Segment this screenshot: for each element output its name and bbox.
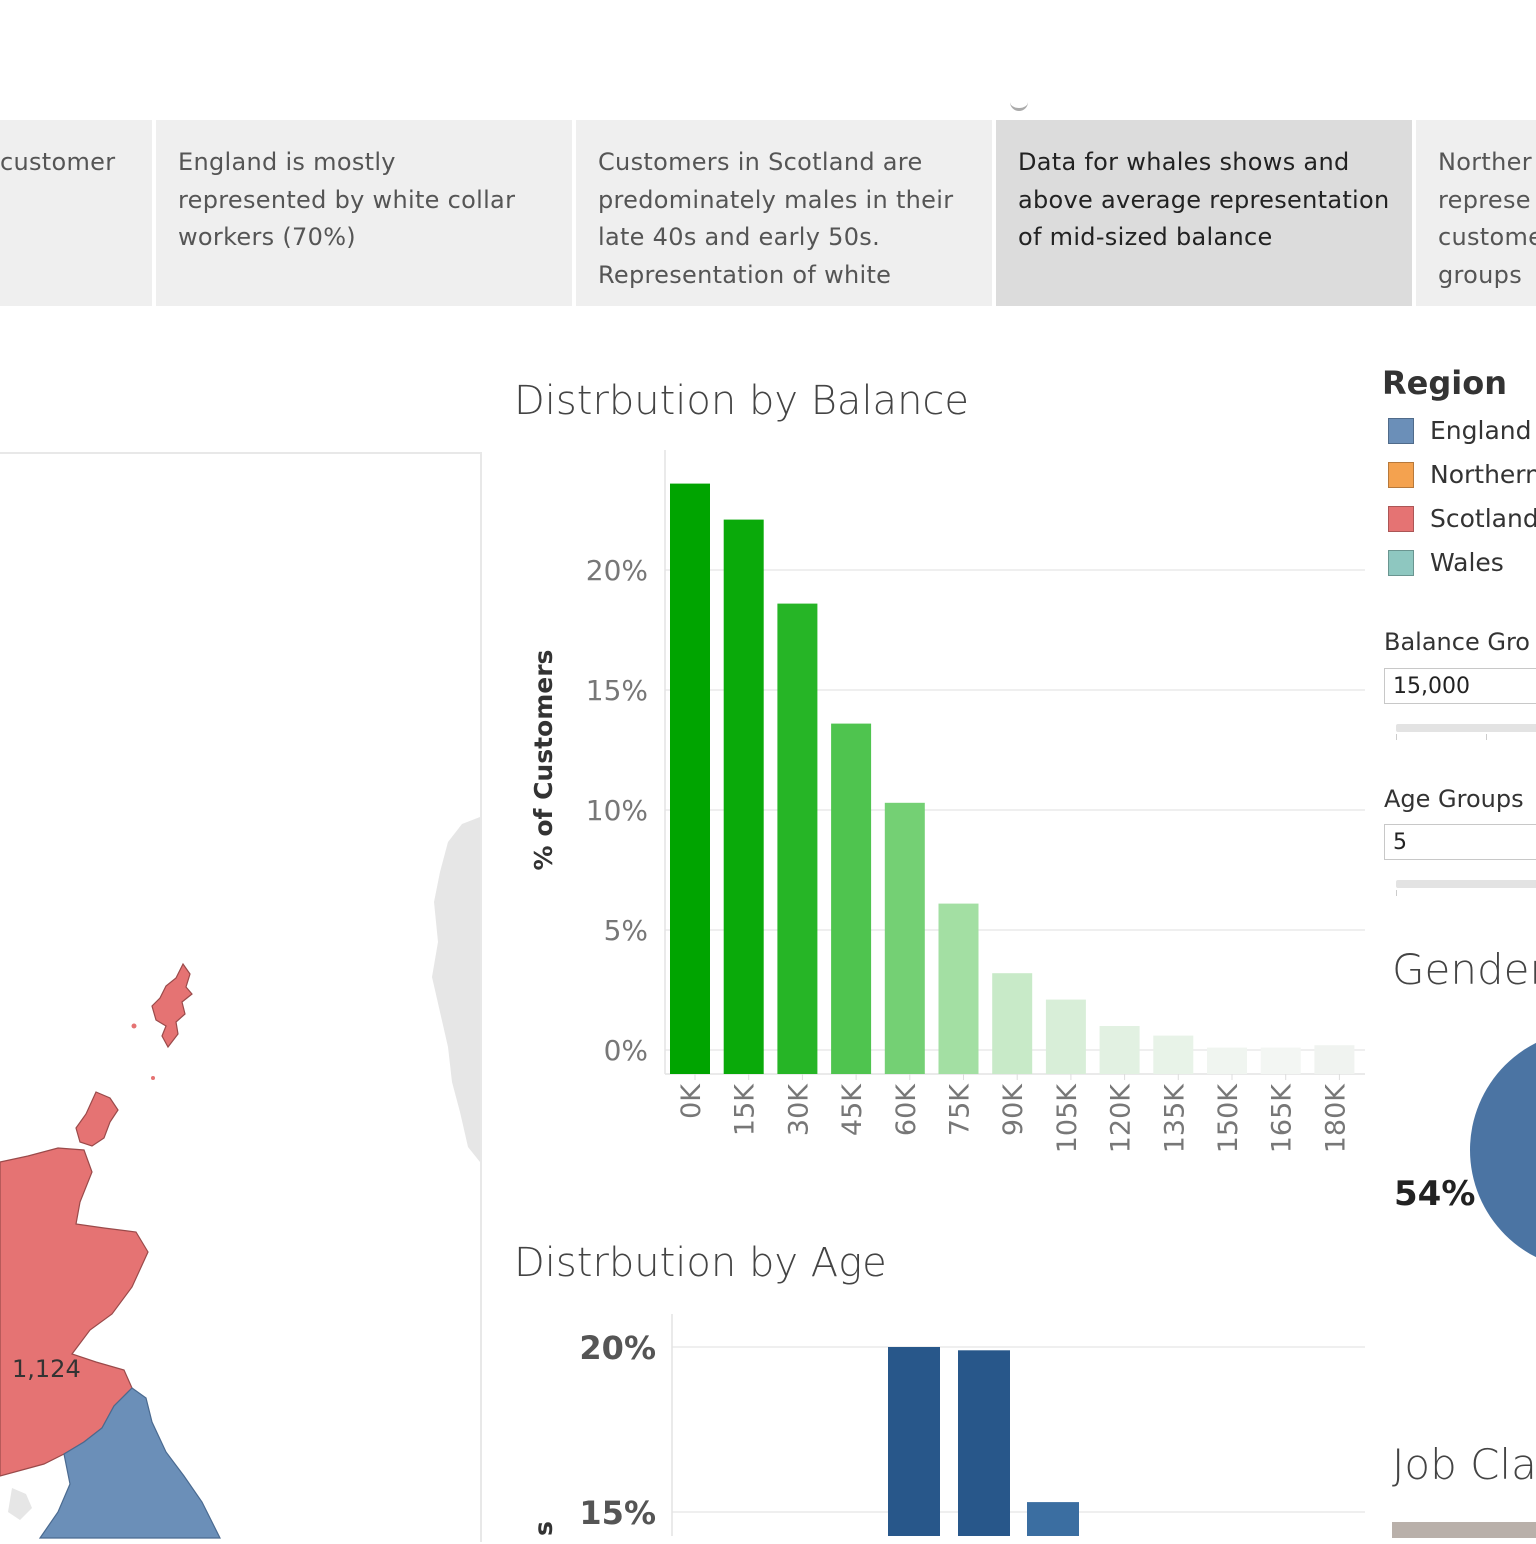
- balance-y-tick: 0%: [604, 1034, 648, 1067]
- balance-bar-60K[interactable]: [884, 802, 925, 1074]
- northern-ireland-edge: [8, 1488, 32, 1520]
- pie-slice-54[interactable]: [1470, 1030, 1536, 1270]
- story-point-3[interactable]: Customers in Scotland are predominately …: [576, 120, 992, 306]
- job-class-bar[interactable]: [1392, 1522, 1536, 1538]
- balance-x-tick: 150K: [1213, 1083, 1244, 1154]
- pie-percent-label: 54%: [1394, 1174, 1476, 1214]
- balance-y-tick: 20%: [586, 554, 648, 587]
- story-point-4-active[interactable]: Data for whales shows and above average …: [996, 120, 1412, 306]
- orkney-islands: [75, 1091, 119, 1147]
- slider-tick: [1396, 734, 1397, 740]
- story-point-5[interactable]: Norther represe custome groups: [1416, 120, 1536, 306]
- balance-bar-180K[interactable]: [1314, 1045, 1355, 1074]
- age-group-slider[interactable]: [1396, 880, 1536, 896]
- story-point-text: Norther represe custome groups: [1438, 148, 1536, 289]
- scotland-count-label: 1,124: [12, 1355, 81, 1383]
- story-point-text: England is mostly represented by white c…: [178, 148, 516, 251]
- balance-bar-105K[interactable]: [1045, 999, 1086, 1074]
- balance-y-tick: 10%: [586, 794, 648, 827]
- age-y-tick: 20%: [579, 1329, 656, 1367]
- balance-x-tick: 60K: [891, 1083, 922, 1136]
- island-dot: [131, 1023, 137, 1029]
- balance-x-tick: 15K: [730, 1083, 761, 1136]
- norway-landmass: [432, 817, 480, 1162]
- legend-label: Scotland: [1430, 504, 1536, 533]
- balance-bar-150K[interactable]: [1207, 1047, 1247, 1074]
- balance-x-tick: 75K: [945, 1083, 976, 1136]
- balance-x-tick: 30K: [783, 1083, 814, 1136]
- age-bar[interactable]: [1027, 1502, 1079, 1536]
- balance-bar-30K[interactable]: [777, 603, 818, 1074]
- legend-swatch: [1388, 462, 1414, 488]
- job-class-title: Job Cla: [1392, 1440, 1536, 1489]
- region-map[interactable]: 1,124: [0, 452, 482, 1542]
- age-chart-title: Distrbution by Age: [514, 1240, 887, 1286]
- balance-bar-120K[interactable]: [1099, 1026, 1140, 1074]
- balance-bar-45K[interactable]: [831, 723, 872, 1074]
- balance-x-tick: 0K: [676, 1083, 707, 1119]
- legend-label: England: [1430, 416, 1532, 445]
- balance-bar-0K[interactable]: [670, 483, 710, 1075]
- balance-x-tick: 120K: [1106, 1083, 1137, 1154]
- balance-group-slider[interactable]: [1396, 724, 1536, 740]
- age-group-label: Age Groups: [1384, 785, 1524, 813]
- story-point-text: Data for whales shows and above average …: [1018, 148, 1390, 251]
- map-canvas[interactable]: 1,124: [0, 454, 482, 1544]
- legend-swatch: [1388, 418, 1414, 444]
- balance-y-axis-label: % of Customers: [529, 650, 558, 871]
- age-bar[interactable]: [958, 1350, 1010, 1536]
- balance-group-label: Balance Gro: [1384, 628, 1530, 656]
- balance-y-tick: 5%: [604, 914, 648, 947]
- balance-bar-135K[interactable]: [1153, 1035, 1194, 1074]
- island-dot: [151, 1076, 155, 1080]
- balance-x-tick: 165K: [1267, 1083, 1298, 1154]
- legend-label: Northern: [1430, 460, 1536, 489]
- balance-bar-90K[interactable]: [992, 973, 1033, 1074]
- legend-swatch: [1388, 550, 1414, 576]
- story-navigator: customer England is mostly represented b…: [0, 120, 1536, 306]
- gender-chart-title: Gender: [1392, 945, 1536, 994]
- story-point-text: Customers in Scotland are predominately …: [598, 148, 954, 289]
- balance-x-tick: 90K: [998, 1083, 1029, 1136]
- balance-bar-75K[interactable]: [938, 903, 979, 1074]
- region-legend-title: Region: [1382, 364, 1507, 402]
- balance-x-tick: 105K: [1052, 1083, 1083, 1154]
- balance-x-tick: 45K: [837, 1083, 868, 1136]
- legend-label: Wales: [1430, 548, 1504, 577]
- age-y-axis-label: s: [529, 1521, 558, 1536]
- age-group-input[interactable]: [1384, 824, 1536, 860]
- age-chart[interactable]: 20% 15% s: [500, 1300, 1380, 1536]
- legend-swatch: [1388, 506, 1414, 532]
- age-y-tick: 15%: [579, 1494, 656, 1532]
- balance-chart[interactable]: % of Customers 20% 15% 10% 5% 0% 0K 15K 30K 45K 60…: [500, 440, 1380, 1180]
- gender-pie[interactable]: [1460, 1020, 1536, 1280]
- balance-group-input[interactable]: [1384, 668, 1536, 704]
- story-point-text: customer: [0, 148, 116, 176]
- story-point-1[interactable]: customer: [0, 120, 152, 306]
- balance-y-tick: 15%: [586, 674, 648, 707]
- story-active-marker: [1010, 98, 1028, 111]
- shetland-islands: [151, 962, 193, 1049]
- balance-x-tick: 180K: [1320, 1083, 1351, 1154]
- age-bar[interactable]: [888, 1347, 940, 1536]
- slider-tick: [1486, 734, 1487, 740]
- balance-x-tick: 135K: [1159, 1083, 1190, 1154]
- balance-bar-15K[interactable]: [723, 519, 764, 1074]
- story-point-2[interactable]: England is mostly represented by white c…: [156, 120, 572, 306]
- balance-bar-165K[interactable]: [1260, 1047, 1301, 1074]
- slider-tick: [1396, 890, 1397, 896]
- balance-chart-title: Distrbution by Balance: [514, 378, 970, 424]
